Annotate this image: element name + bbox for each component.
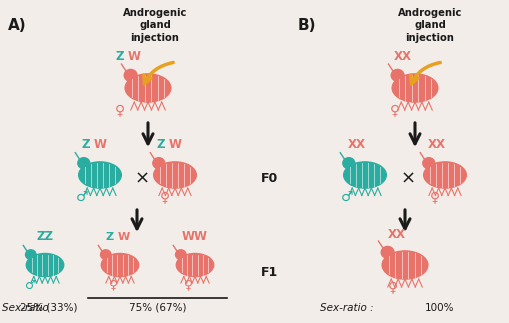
Ellipse shape <box>78 158 90 169</box>
Text: B): B) <box>297 18 316 33</box>
Text: 100%: 100% <box>425 303 454 313</box>
Ellipse shape <box>342 158 354 169</box>
Text: Z: Z <box>81 139 90 151</box>
Text: ♂: ♂ <box>76 190 88 204</box>
Text: W: W <box>94 139 107 151</box>
Text: ♀: ♀ <box>389 103 399 117</box>
Text: Androgenic
gland
injection: Androgenic gland injection <box>123 8 187 43</box>
Ellipse shape <box>25 250 36 259</box>
Text: ♀: ♀ <box>160 190 169 204</box>
Text: F1: F1 <box>261 266 278 279</box>
Ellipse shape <box>391 74 437 102</box>
Ellipse shape <box>153 162 196 188</box>
Text: ♀: ♀ <box>184 278 193 291</box>
Text: Z: Z <box>115 49 124 62</box>
Text: Sex-ratio :: Sex-ratio : <box>319 303 373 313</box>
Text: WW: WW <box>182 231 208 244</box>
Ellipse shape <box>125 74 171 102</box>
Text: Z: Z <box>156 139 165 151</box>
Ellipse shape <box>153 158 164 169</box>
Ellipse shape <box>422 158 434 169</box>
Ellipse shape <box>26 254 64 276</box>
Text: XX: XX <box>347 139 365 151</box>
Ellipse shape <box>343 162 385 188</box>
Text: 75% (67%): 75% (67%) <box>129 303 186 313</box>
Text: XX: XX <box>393 49 411 62</box>
Text: Sex-ratio :: Sex-ratio : <box>2 303 55 313</box>
Text: ♂: ♂ <box>340 190 353 204</box>
Ellipse shape <box>124 69 137 81</box>
Text: W: W <box>128 49 140 62</box>
Text: XX: XX <box>427 139 445 151</box>
Ellipse shape <box>101 254 138 276</box>
Ellipse shape <box>390 69 403 81</box>
Text: ZZ: ZZ <box>37 231 53 244</box>
Text: F0: F0 <box>261 172 278 185</box>
Text: ♀: ♀ <box>109 278 118 291</box>
Ellipse shape <box>175 250 186 259</box>
Text: Z: Z <box>106 232 114 242</box>
Text: ×: × <box>400 170 415 188</box>
Text: 25% (33%): 25% (33%) <box>20 303 77 313</box>
Text: ♀: ♀ <box>387 280 398 294</box>
Text: XX: XX <box>387 228 405 242</box>
Text: A): A) <box>8 18 26 33</box>
Ellipse shape <box>423 162 465 188</box>
Text: ♂: ♂ <box>25 278 37 291</box>
Text: ♀: ♀ <box>115 103 125 117</box>
Text: ♀: ♀ <box>429 190 439 204</box>
Text: W: W <box>168 139 182 151</box>
Ellipse shape <box>380 246 393 258</box>
Text: W: W <box>118 232 130 242</box>
Ellipse shape <box>100 250 111 259</box>
Text: Androgenic
gland
injection: Androgenic gland injection <box>397 8 461 43</box>
Text: ×: × <box>134 170 149 188</box>
Ellipse shape <box>78 162 121 188</box>
Ellipse shape <box>176 254 213 276</box>
Ellipse shape <box>381 251 427 279</box>
